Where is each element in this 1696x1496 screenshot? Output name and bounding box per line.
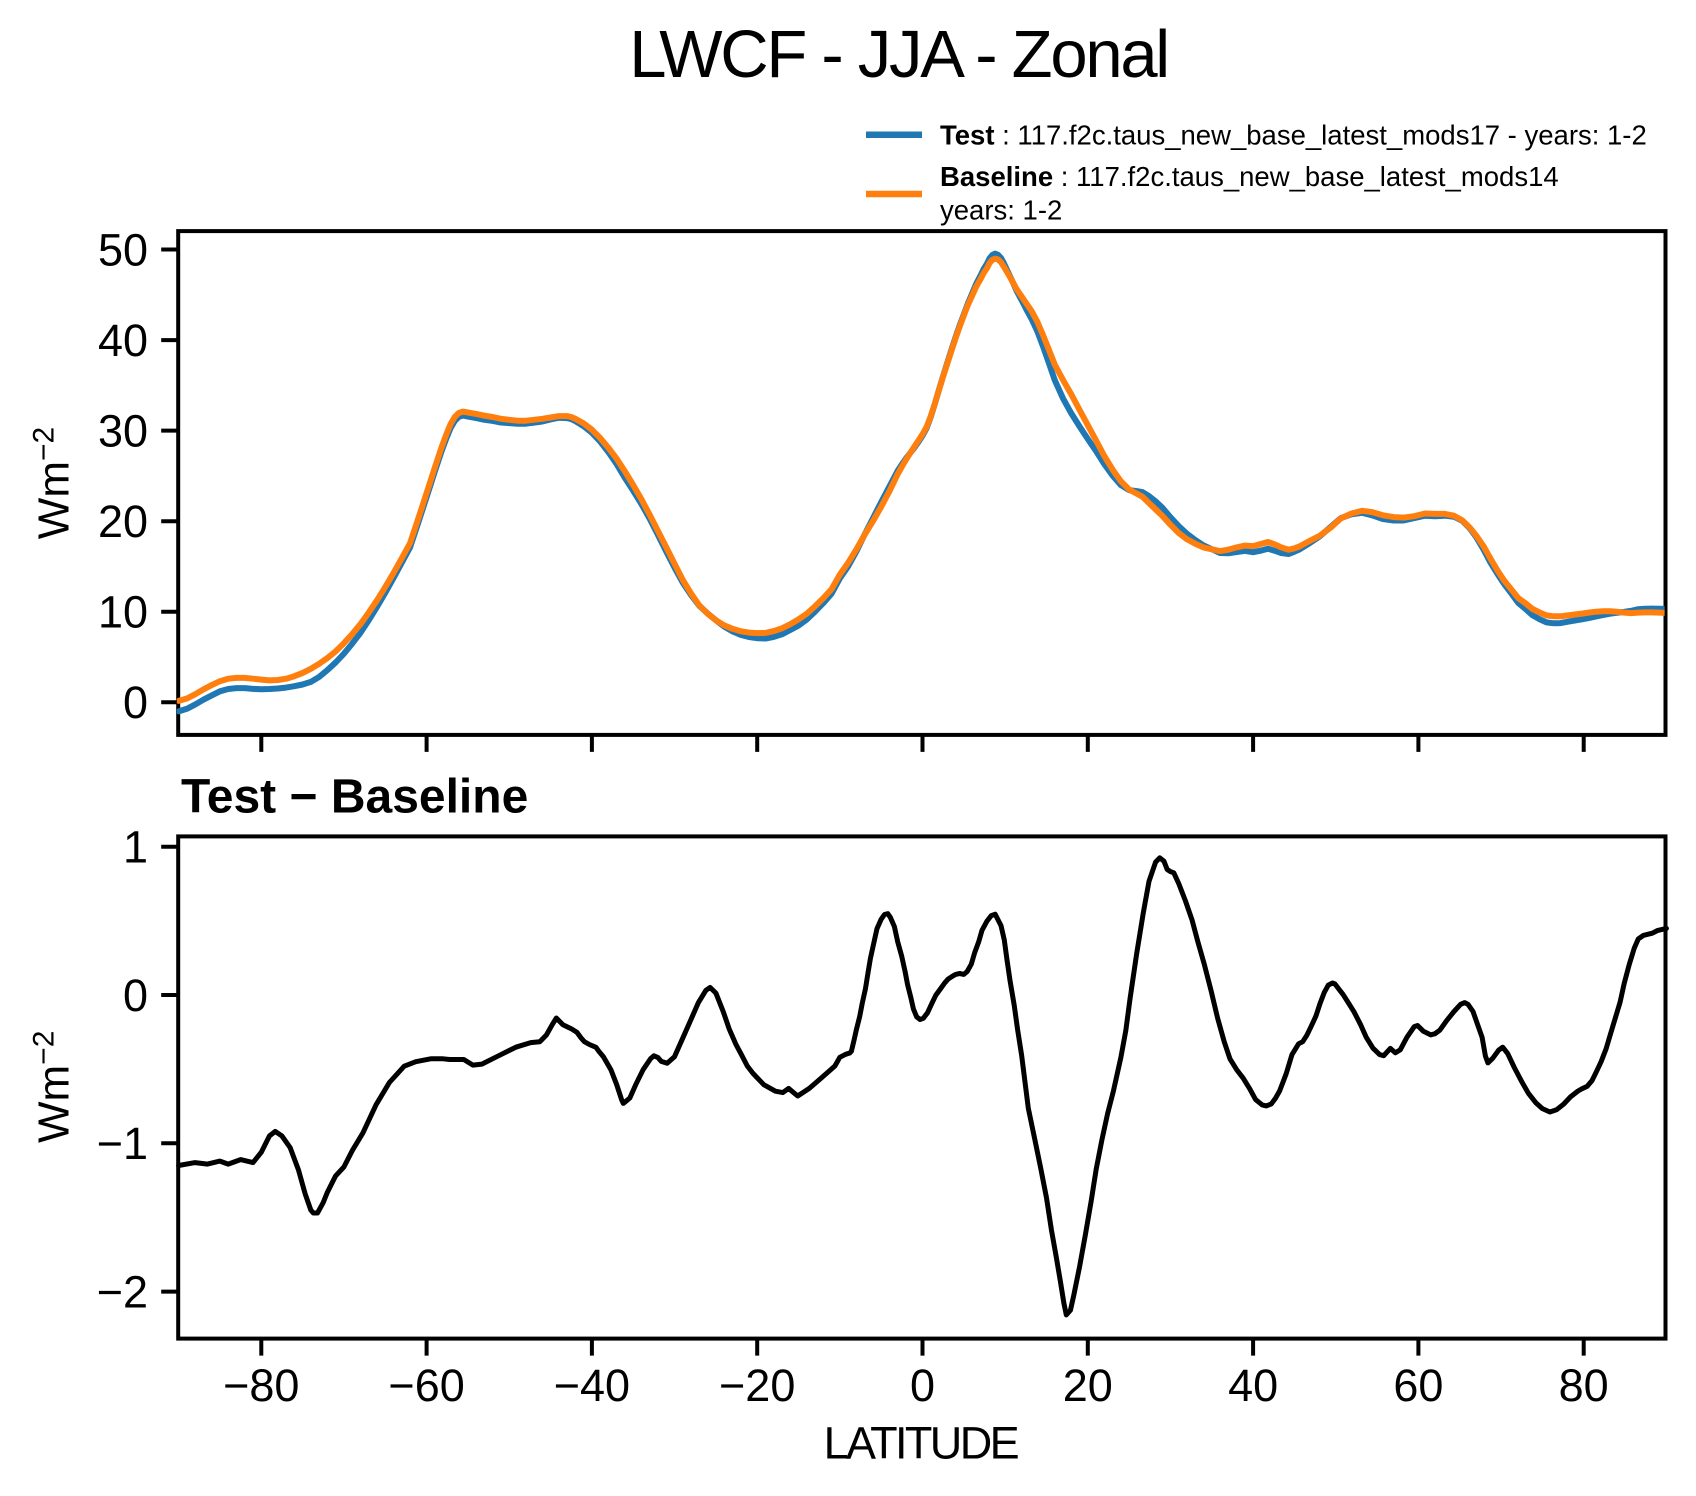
svg-text:Wm−2: Wm−2 [28, 427, 79, 539]
svg-text:40: 40 [1228, 1360, 1278, 1411]
svg-text:−20: −20 [719, 1360, 795, 1411]
svg-text:60: 60 [1393, 1360, 1443, 1411]
svg-text:−40: −40 [554, 1360, 630, 1411]
svg-text:50: 50 [98, 224, 148, 275]
svg-text:LATITUDE: LATITUDE [824, 1418, 1020, 1469]
svg-text:Test : 117.f2c.taus_new_base_l: Test : 117.f2c.taus_new_base_latest_mods… [940, 120, 1647, 151]
svg-text:20: 20 [98, 496, 148, 547]
svg-text:years: 1-2: years: 1-2 [940, 195, 1062, 226]
svg-text:0: 0 [910, 1360, 935, 1411]
svg-text:30: 30 [98, 406, 148, 457]
svg-text:20: 20 [1063, 1360, 1113, 1411]
svg-text:−60: −60 [388, 1360, 464, 1411]
svg-text:−1: −1 [97, 1118, 148, 1169]
svg-text:Test − Baseline: Test − Baseline [181, 771, 528, 824]
svg-text:−80: −80 [223, 1360, 299, 1411]
svg-text:Baseline : 117.f2c.taus_new_ba: Baseline : 117.f2c.taus_new_base_latest_… [940, 161, 1559, 192]
svg-text:LWCF - JJA - Zonal: LWCF - JJA - Zonal [629, 17, 1170, 92]
svg-text:80: 80 [1559, 1360, 1609, 1411]
svg-text:1: 1 [123, 822, 148, 873]
svg-text:0: 0 [123, 970, 148, 1021]
svg-text:0: 0 [123, 677, 148, 728]
svg-text:10: 10 [98, 587, 148, 638]
svg-text:−2: −2 [97, 1267, 148, 1318]
svg-text:40: 40 [98, 315, 148, 366]
svg-text:Wm−2: Wm−2 [28, 1031, 79, 1143]
